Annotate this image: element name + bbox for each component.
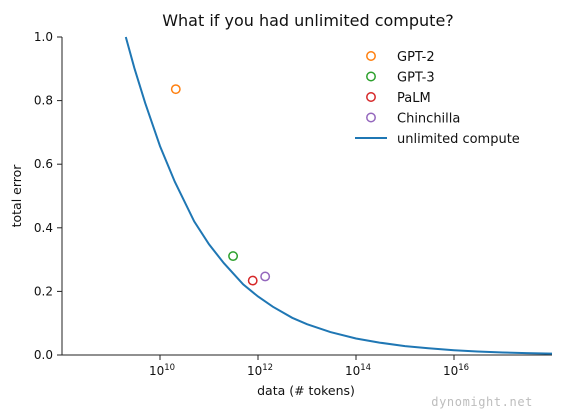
y-tick-label: 0.0 [34, 348, 53, 362]
legend-label: PaLM [397, 91, 431, 106]
legend-marker-chinchilla [366, 112, 376, 123]
plot-area [124, 36, 553, 355]
x-tick-label: 1014 [345, 363, 371, 378]
chart-title: What if you had unlimited compute? [162, 11, 454, 30]
y-tick-label: 0.2 [34, 284, 53, 298]
x-tick-label: 1012 [247, 363, 273, 378]
unlimited-compute-line [124, 36, 553, 355]
y-axis-label: total error [9, 164, 24, 228]
legend-label: unlimited compute [397, 132, 520, 147]
y-tick-label: 0.6 [34, 157, 53, 171]
y-tick-label: 0.4 [34, 221, 53, 235]
y-tick-label: 1.0 [34, 30, 53, 44]
x-axis-label: data (# tokens) [257, 383, 355, 398]
watermark: dynomight.net [431, 395, 533, 409]
x-axis-ticks: 1010 1012 1014 1016 [149, 355, 469, 378]
data-point-chinchilla [260, 271, 271, 282]
y-tick-label: 0.8 [34, 94, 53, 108]
data-point-gpt-2 [170, 84, 181, 95]
x-tick-label: 1016 [443, 363, 469, 378]
legend-marker-gpt-3 [366, 71, 376, 82]
legend-label: GPT-2 [397, 50, 435, 65]
data-point-palm [247, 275, 258, 286]
y-axis-ticks: 0.0 0.2 0.4 0.6 0.8 1.0 [34, 30, 62, 362]
x-tick-label: 1010 [149, 363, 175, 378]
legend-label: Chinchilla [397, 112, 460, 127]
legend-label: GPT-3 [397, 71, 435, 86]
data-point-gpt-3 [228, 251, 239, 262]
legend-marker-palm [366, 92, 376, 102]
legend: GPT-2 GPT-3 PaLM Chinchilla unlimited comput… [355, 50, 520, 147]
legend-marker-gpt-2 [366, 51, 376, 61]
